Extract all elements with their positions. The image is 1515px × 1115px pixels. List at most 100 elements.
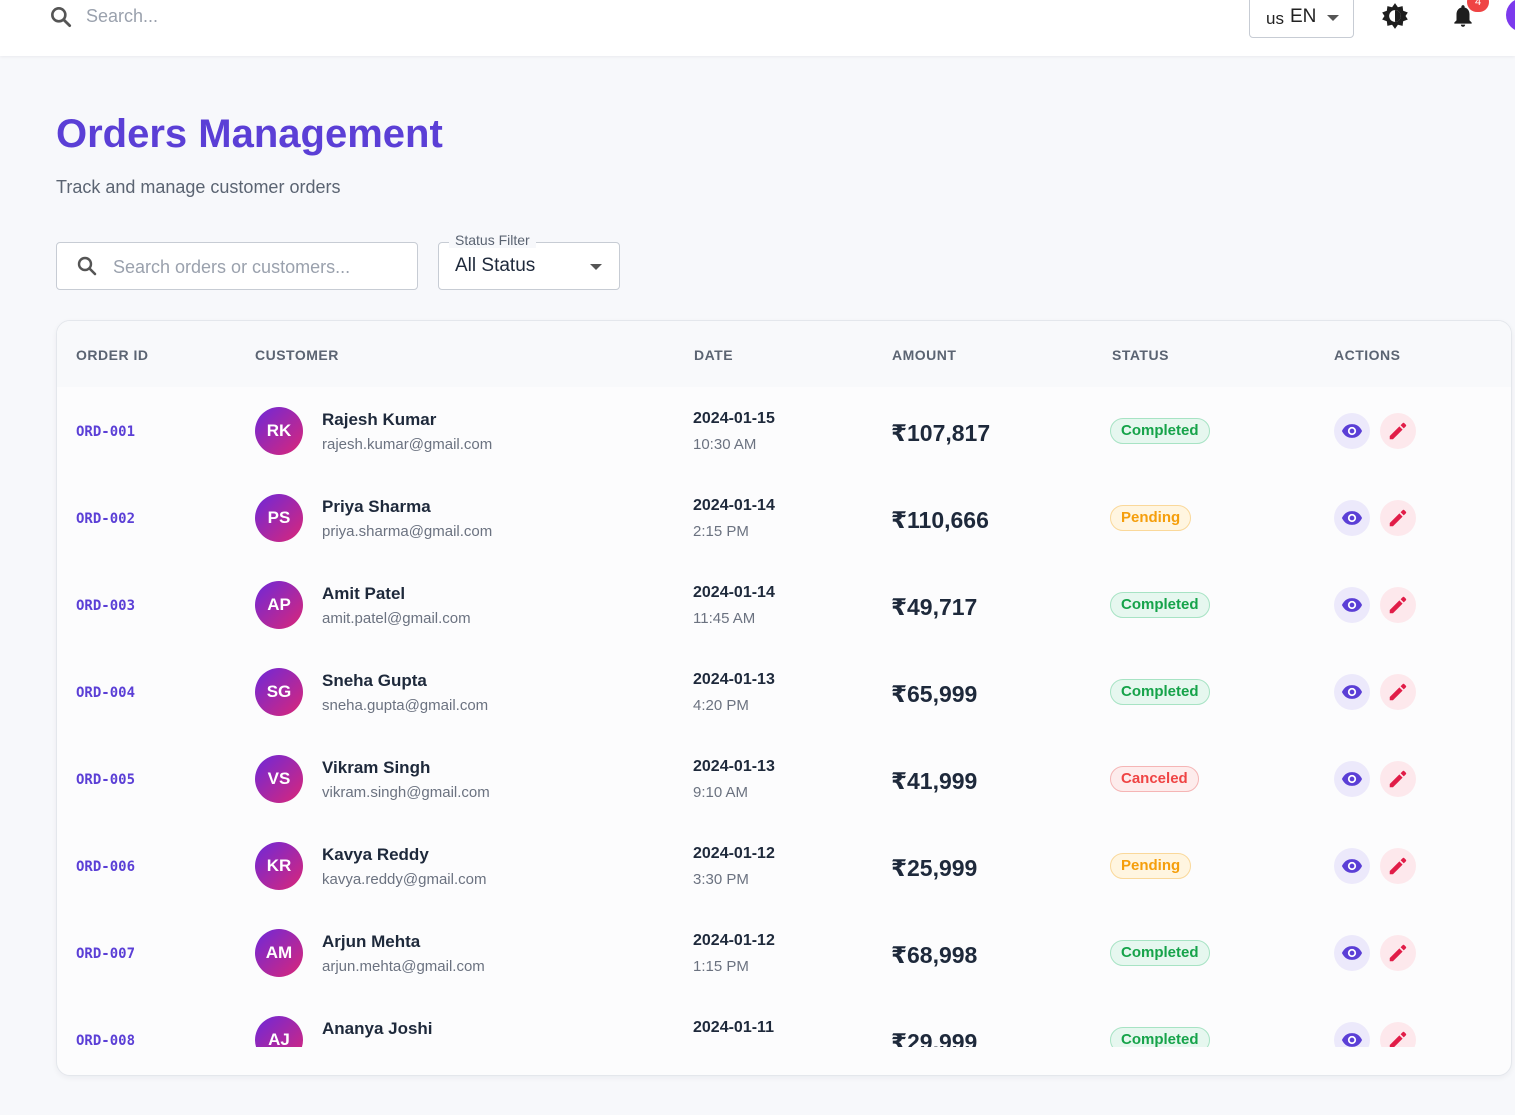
bell-icon[interactable] [1450,2,1476,30]
top-bar: Search... us EN 4 [0,0,1515,56]
customer-name: Sneha Gupta [322,671,427,690]
order-id[interactable]: ORD-004 [76,685,136,701]
order-time: 2:15 PM [693,523,749,540]
order-date: 2024-01-14 [693,497,775,514]
pencil-icon [1389,944,1407,962]
customer-email: sneha.gupta@gmail.com [322,697,489,714]
customer-name: Ananya Joshi [322,1019,433,1038]
status-badge: Canceled [1110,766,1199,792]
eye-icon [1341,424,1363,438]
eye-icon [1341,946,1363,960]
order-id[interactable]: ORD-006 [76,859,136,875]
customer-avatar: SG [255,668,303,716]
user-avatar[interactable] [1506,0,1515,32]
order-time: 4:20 PM [693,697,749,714]
status-badge: Completed [1110,1027,1210,1047]
view-order-button[interactable] [1334,587,1370,623]
column-header-status[interactable]: STATUS [1112,347,1169,363]
edit-order-button[interactable] [1380,413,1416,449]
edit-order-button[interactable] [1380,935,1416,971]
view-order-button[interactable] [1334,413,1370,449]
order-date: 2024-01-12 [693,932,775,949]
language-selector[interactable]: us EN [1249,0,1354,38]
status-filter-select[interactable]: Status Filter All Status [438,232,620,290]
edit-order-button[interactable] [1380,587,1416,623]
customer-name: Vikram Singh [322,758,431,777]
order-date: 2024-01-11 [693,1019,774,1036]
view-order-button[interactable] [1334,848,1370,884]
order-search-field[interactable] [56,242,418,290]
customer-email: vikram.singh@gmail.com [322,784,490,801]
order-time: 1:15 PM [693,958,749,975]
edit-order-button[interactable] [1380,848,1416,884]
chevron-down-icon [590,264,602,270]
column-header-date[interactable]: DATE [694,347,734,363]
order-id[interactable]: ORD-002 [76,511,136,527]
status-badge: Completed [1110,940,1210,966]
column-header-order-id[interactable]: ORDER ID [76,347,149,363]
column-header-amount[interactable]: AMOUNT [892,347,957,363]
customer-avatar: AM [255,929,303,977]
theme-toggle-icon[interactable] [1381,2,1409,30]
status-badge: Pending [1110,853,1192,879]
view-order-button[interactable] [1334,761,1370,797]
customer-name: Priya Sharma [322,497,431,516]
order-amount: ₹25,999 [891,855,978,881]
status-badge: Completed [1110,418,1210,444]
pencil-icon [1389,596,1407,614]
pencil-icon [1389,1031,1407,1047]
order-amount: ₹49,717 [891,594,978,620]
customer-email: amit.patel@gmail.com [322,610,471,627]
edit-order-button[interactable] [1380,674,1416,710]
eye-icon [1341,511,1363,525]
pencil-icon [1389,683,1407,701]
order-time: 11:45 AM [693,610,756,627]
order-time: 9:10 AM [693,784,749,801]
eye-icon [1341,598,1363,612]
status-badge: Completed [1110,679,1210,705]
order-id[interactable]: ORD-003 [76,598,136,614]
column-header-customer[interactable]: CUSTOMER [255,347,339,363]
order-id[interactable]: ORD-005 [76,772,136,788]
order-date: 2024-01-12 [693,845,775,862]
order-amount: ₹68,998 [891,942,978,968]
table-header: ORDER ID CUSTOMER DATE AMOUNT STATUS ACT… [57,321,1511,387]
edit-order-button[interactable] [1380,500,1416,536]
page-subtitle: Track and manage customer orders [56,177,341,197]
edit-order-button[interactable] [1380,761,1416,797]
table-row[interactable]: ORD-007 AM Arjun Mehta arjun.mehta@gmail… [57,909,1511,996]
search-icon [51,7,72,28]
table-row[interactable]: ORD-002 PS Priya Sharma priya.sharma@gma… [57,474,1511,561]
column-header-actions: ACTIONS [1334,347,1401,363]
page-title: Orders Management [56,112,443,156]
view-order-button[interactable] [1334,674,1370,710]
table-row[interactable]: ORD-003 AP Amit Patel amit.patel@gmail.c… [57,561,1511,648]
customer-email: arjun.mehta@gmail.com [322,958,485,975]
order-amount: ₹41,999 [891,768,978,794]
view-order-button[interactable] [1334,1022,1370,1047]
order-id[interactable]: ORD-007 [76,946,136,962]
customer-avatar: VS [255,755,303,803]
customer-avatar: KR [255,842,303,890]
customer-avatar: PS [255,494,303,542]
order-date: 2024-01-13 [693,671,775,688]
orders-table: ORDER ID CUSTOMER DATE AMOUNT STATUS ACT… [56,320,1512,1076]
edit-order-button[interactable] [1380,1022,1416,1047]
status-filter-value: All Status [455,255,536,276]
customer-name: Rajesh Kumar [322,410,437,429]
status-badge: Pending [1110,505,1192,531]
view-order-button[interactable] [1334,500,1370,536]
customer-name: Kavya Reddy [322,845,429,864]
table-row[interactable]: ORD-005 VS Vikram Singh vikram.singh@gma… [57,735,1511,822]
table-row[interactable]: ORD-001 RK Rajesh Kumar rajesh.kumar@gma… [57,387,1511,474]
order-search-input[interactable] [111,253,405,281]
table-row[interactable]: ORD-004 SG Sneha Gupta sneha.gupta@gmail… [57,648,1511,735]
customer-email: priya.sharma@gmail.com [322,523,493,540]
view-order-button[interactable] [1334,935,1370,971]
eye-icon [1341,859,1363,873]
table-row[interactable]: ORD-006 KR Kavya Reddy kavya.reddy@gmail… [57,822,1511,909]
global-search-input[interactable]: Search... [86,6,159,26]
order-id[interactable]: ORD-001 [76,424,136,440]
order-id[interactable]: ORD-008 [76,1033,136,1047]
table-row[interactable]: ORD-008 AJ Ananya Joshi 2024-01-11 ₹29,9… [57,996,1511,1047]
